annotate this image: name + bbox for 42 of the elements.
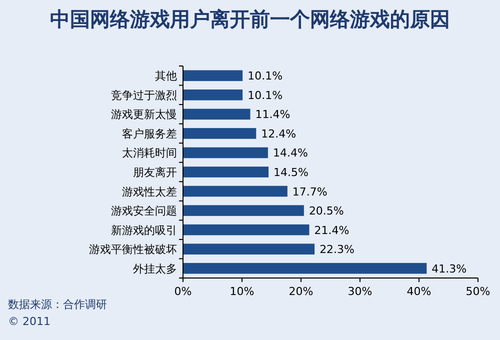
- bar: [183, 166, 269, 178]
- bar: [183, 108, 250, 120]
- data-label: 22.3%: [320, 243, 355, 256]
- data-label: 12.4%: [261, 127, 296, 140]
- x-tick-label: 10%: [230, 285, 254, 298]
- text: © 2011: [8, 314, 52, 330]
- data-label: 10.1%: [248, 88, 283, 102]
- bar: [183, 205, 304, 216]
- data-label: 14.4%: [272, 146, 308, 160]
- y-tick-label: 新游戏的吸引: [111, 224, 177, 237]
- y-tick-label: 其他: [155, 70, 177, 83]
- bar: [183, 70, 243, 82]
- chart-title: 中国网络游戏用户离开前一个网络游戏的原因: [50, 6, 450, 32]
- data-label: 10.1%: [248, 70, 283, 83]
- data-label: 21.4%: [314, 224, 350, 237]
- bar: [183, 244, 315, 254]
- y-tick-label: 游戏安全问题: [111, 204, 177, 218]
- data-label: 14.5%: [274, 166, 309, 179]
- x-tick-label: 0%: [174, 285, 192, 298]
- y-tick-label: 游戏更新太慢: [111, 108, 177, 122]
- data-label: 17.7%: [292, 185, 328, 198]
- x-tick-label: 20%: [288, 285, 314, 298]
- source-note: 数据来源：合作调研: [8, 297, 107, 313]
- y-tick-label: 朋友离开: [133, 166, 177, 179]
- y-tick-label: 客户服务差: [122, 127, 177, 140]
- y-tick-label: 太消耗时间: [122, 146, 177, 160]
- x-tick-label: 30%: [348, 285, 372, 298]
- y-tick-label: 游戏性太差: [122, 185, 177, 198]
- data-label: 11.4%: [255, 108, 290, 122]
- x-tick-label: 50%: [466, 285, 490, 298]
- bar: [183, 186, 288, 197]
- data-label: 20.5%: [308, 204, 344, 218]
- y-tick-label: 外挂太多: [133, 262, 177, 276]
- bar: [183, 224, 310, 236]
- x-tick-label: 40%: [406, 285, 432, 298]
- bar: [183, 128, 256, 139]
- y-tick-label: 游戏平衡性被破坏: [89, 243, 177, 256]
- bar: [183, 262, 427, 274]
- bar: [183, 90, 243, 100]
- y-tick-label: 竞争过于激烈: [111, 88, 177, 102]
- bar: [183, 147, 268, 158]
- data-label: 41.3%: [432, 262, 467, 276]
